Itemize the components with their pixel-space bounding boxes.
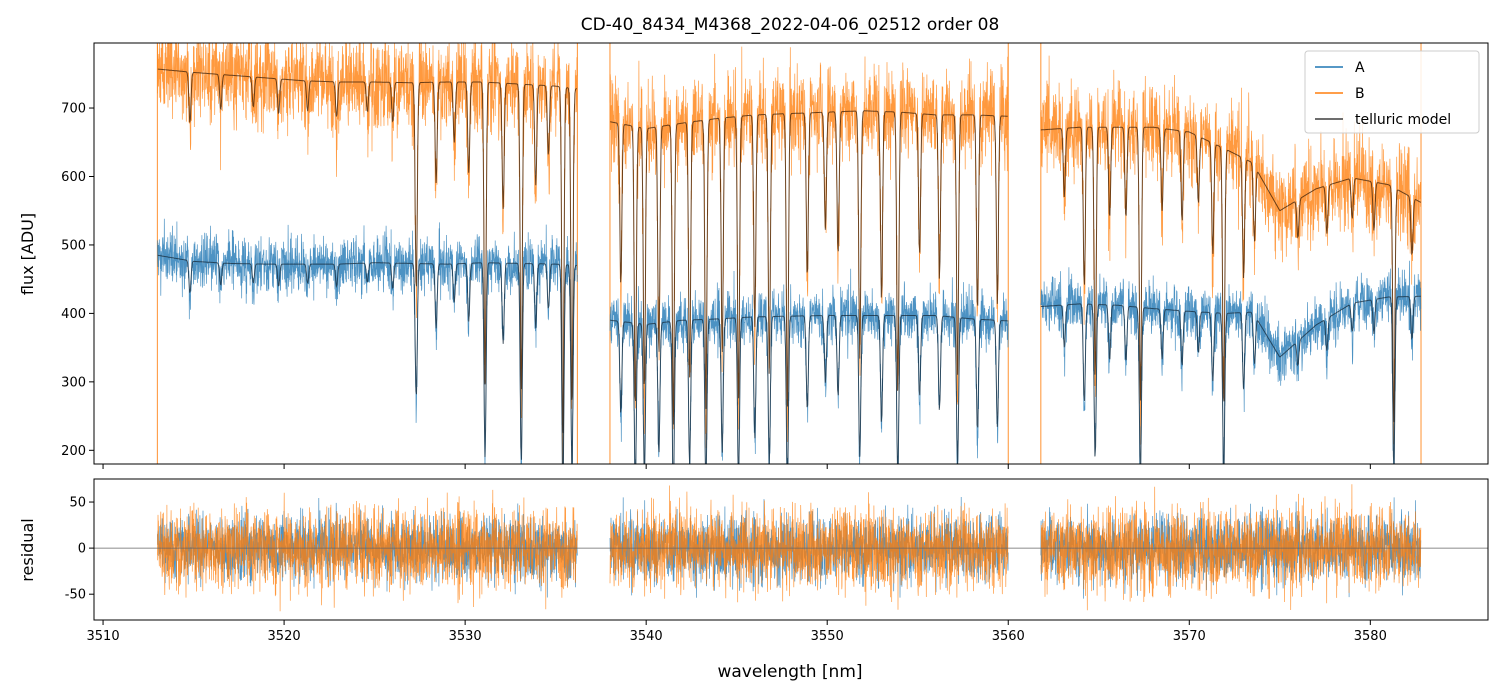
x-tick-label: 3540 <box>630 629 663 644</box>
residual-panel: -50 0 50 3510 3520 3530 3540 3550 3560 3570 3580 r… <box>18 478 1489 644</box>
residual-y-tick-label: 50 <box>69 496 86 511</box>
flux-plot-area <box>156 43 1422 464</box>
x-tick-label: 3550 <box>811 629 844 644</box>
flux-y-tick-label: 200 <box>61 444 86 459</box>
x-tick-label: 3580 <box>1354 629 1387 644</box>
residual-axes: -50 0 50 3510 3520 3530 3540 3550 3560 3570 3580 <box>65 478 1489 644</box>
telluric-model-A-line <box>157 254 1421 464</box>
legend-label: B <box>1355 86 1365 102</box>
flux-y-tick-label: 700 <box>61 102 86 117</box>
flux-y-tick-label: 500 <box>61 238 86 253</box>
x-axis-label: wavelength [nm] <box>717 662 862 682</box>
flux-panel: 200 300 400 500 600 700 flux [ADU] <box>18 42 1489 469</box>
flux-y-label: flux [ADU] <box>18 213 37 295</box>
chart-title: CD-40_8434_M4368_2022-04-06_02512 order … <box>581 15 1000 35</box>
x-tick-label: 3510 <box>87 629 120 644</box>
residual-plot-area <box>94 484 1488 612</box>
residual-axes-frame <box>93 478 1489 621</box>
telluric-model-B-line <box>157 68 1422 434</box>
legend-label: telluric model <box>1355 112 1451 128</box>
residual-y-tick-label: -50 <box>65 588 86 603</box>
x-tick-label: 3530 <box>449 629 482 644</box>
x-tick-label: 3520 <box>268 629 301 644</box>
flux-axes-frame <box>93 42 1489 465</box>
legend-label: A <box>1355 60 1365 76</box>
flux-y-tick-label: 600 <box>61 170 86 185</box>
x-tick-label: 3570 <box>1173 629 1206 644</box>
x-tick-label: 3560 <box>992 629 1025 644</box>
residual-y-tick-label: 0 <box>78 542 86 557</box>
residual-B-line <box>157 484 1422 612</box>
residual-y-label: residual <box>18 518 37 581</box>
legend-box <box>1304 50 1480 134</box>
flux-y-tick-label: 400 <box>61 307 86 322</box>
flux-y-tick-label: 300 <box>61 375 86 390</box>
flux-axes: 200 300 400 500 600 700 <box>61 42 1489 469</box>
